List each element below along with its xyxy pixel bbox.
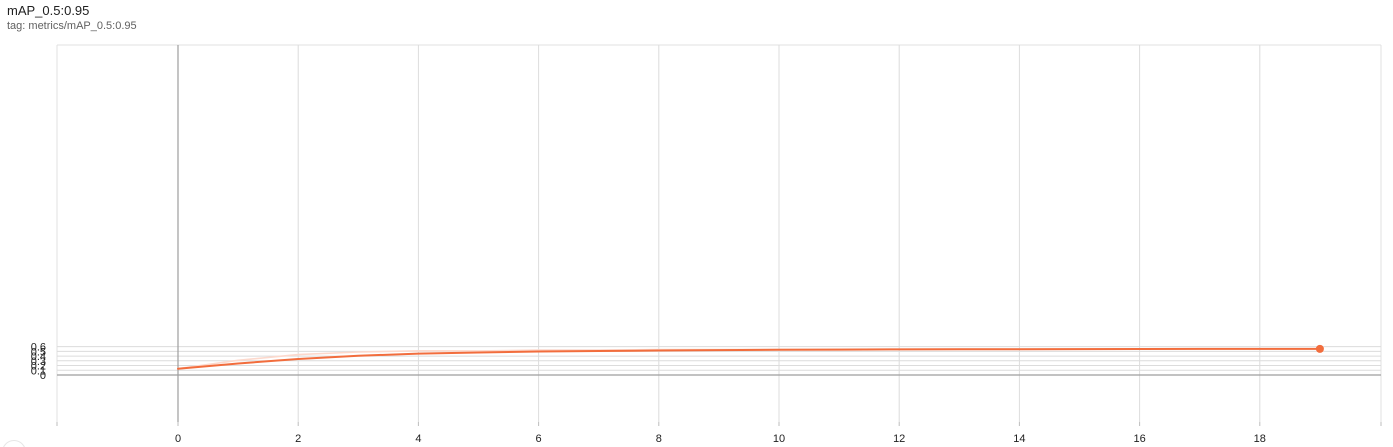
x-tick-label: 6 — [536, 433, 542, 445]
x-tick-label: 4 — [415, 433, 421, 445]
y-tick-label: 0.4 — [31, 351, 46, 363]
series-markers — [1315, 344, 1324, 353]
grid-lines — [56, 44, 1382, 422]
x-tick-label: 8 — [656, 433, 662, 445]
chart-title: mAP_0.5:0.95 — [7, 3, 90, 18]
chart-header: mAP_0.5:0.95 tag: metrics/mAP_0.5:0.95 — [7, 3, 137, 33]
x-tick-label: 16 — [1133, 433, 1145, 445]
x-tick-label: 10 — [773, 433, 785, 445]
series-end-point — [1315, 344, 1324, 353]
x-tick-label: 0 — [175, 433, 181, 445]
x-tick-label: 2 — [295, 433, 301, 445]
x-tick-label: 12 — [893, 433, 905, 445]
smoothed-series-line — [177, 347, 1321, 370]
y-tick-label: 0.1 — [31, 365, 46, 377]
y-tick-label: 0.6 — [31, 342, 46, 354]
y-tick-label: 0.3 — [31, 356, 46, 368]
x-tick-label: 18 — [1254, 433, 1266, 445]
y-tick-label: 0.5 — [31, 346, 46, 358]
zero-axes — [57, 45, 1381, 422]
chart-tag: tag: metrics/mAP_0.5:0.95 — [7, 20, 137, 32]
x-tick-label: 14 — [1013, 433, 1025, 445]
series-lines — [177, 347, 1321, 370]
y-tick-label: 0 — [40, 370, 46, 382]
y-tick-label: 0.2 — [31, 361, 46, 373]
